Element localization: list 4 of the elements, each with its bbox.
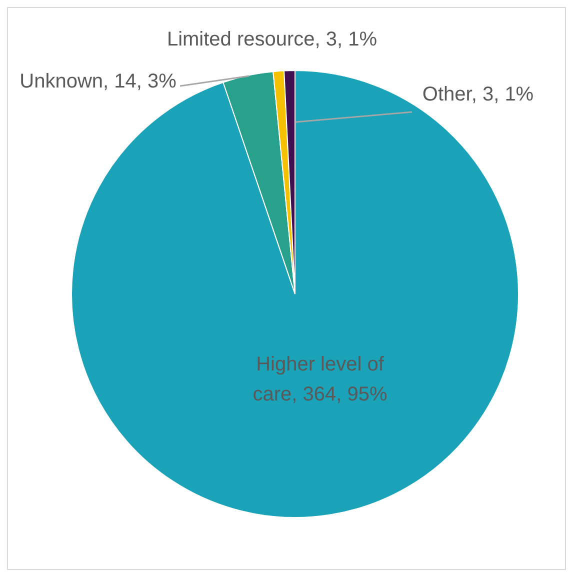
slice-label: Other, 3, 1% — [422, 84, 534, 106]
slice-label: Higher level of care, 364, 95% — [252, 354, 388, 406]
slice-label: Unknown, 14, 3% — [20, 70, 177, 93]
slice-label: Limited resource, 3, 1% — [166, 28, 378, 51]
